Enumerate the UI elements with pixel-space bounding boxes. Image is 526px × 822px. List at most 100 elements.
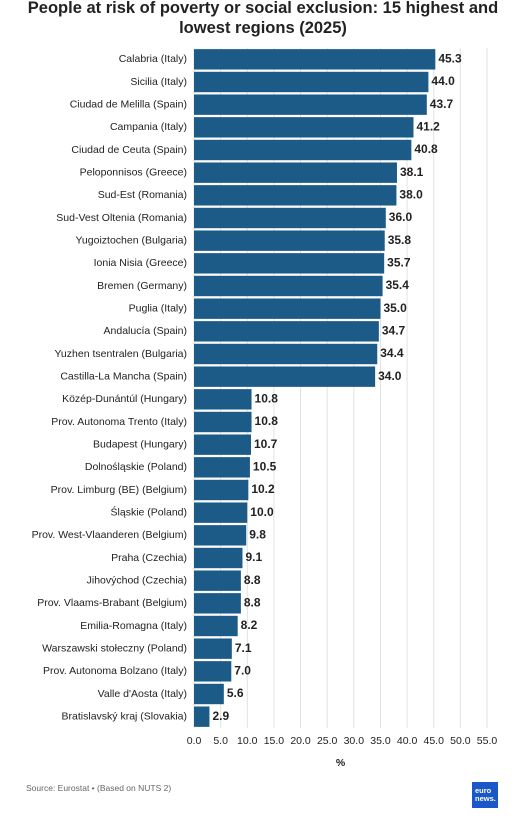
bar bbox=[194, 49, 436, 70]
bar bbox=[194, 479, 249, 501]
x-tick-label: 55.0 bbox=[477, 735, 498, 747]
bar bbox=[194, 343, 378, 365]
y-tick-label: Castilla-La Mancha (Spain) bbox=[60, 370, 187, 382]
y-tick-label: Ciudad de Melilla (Spain) bbox=[70, 98, 187, 110]
bar bbox=[194, 253, 385, 274]
x-tick-label: 25.0 bbox=[317, 735, 338, 747]
x-tick-label: 50.0 bbox=[450, 735, 471, 747]
value-label: 10.8 bbox=[255, 392, 279, 406]
y-tick-label: Śląskie (Poland) bbox=[111, 505, 187, 518]
bar bbox=[194, 706, 210, 727]
bar bbox=[194, 94, 427, 115]
value-label: 35.0 bbox=[383, 301, 407, 315]
value-label: 35.7 bbox=[387, 256, 411, 270]
x-tick-label: 0.0 bbox=[187, 735, 202, 747]
y-tick-label: Campania (Italy) bbox=[110, 121, 187, 133]
y-tick-label: Budapest (Hungary) bbox=[93, 438, 187, 450]
value-label: 38.1 bbox=[400, 165, 424, 179]
y-tick-label: Közép-Dunántúl (Hungary) bbox=[62, 393, 187, 405]
bar bbox=[194, 525, 247, 546]
x-tick-label: 35.0 bbox=[370, 735, 391, 747]
y-tick-label: Ciudad de Ceuta (Spain) bbox=[71, 144, 187, 156]
value-label: 10.2 bbox=[251, 482, 275, 496]
x-tick-label: 5.0 bbox=[213, 735, 228, 747]
y-tick-label: Prov. Autonoma Bolzano (Italy) bbox=[43, 665, 187, 677]
y-tick-label: Prov. Autonoma Trento (Italy) bbox=[51, 416, 187, 428]
value-label: 36.0 bbox=[389, 210, 413, 224]
value-label: 35.4 bbox=[386, 278, 410, 292]
bar bbox=[194, 230, 385, 251]
bar bbox=[194, 321, 379, 342]
y-tick-label: Yugoiztochen (Bulgaria) bbox=[76, 234, 188, 246]
bar bbox=[194, 275, 383, 297]
value-label: 38.0 bbox=[399, 188, 423, 202]
y-tick-label: Puglia (Italy) bbox=[129, 302, 187, 314]
value-label: 5.6 bbox=[227, 686, 244, 700]
source: Source: Eurostat • (Based on NUTS 2) bbox=[26, 783, 172, 793]
value-label: 34.7 bbox=[382, 324, 406, 338]
bar bbox=[194, 502, 248, 523]
bar bbox=[194, 570, 241, 591]
value-label: 35.8 bbox=[388, 233, 412, 247]
y-tick-label: Ionia Nisia (Greece) bbox=[94, 257, 187, 269]
bar bbox=[194, 661, 232, 682]
value-label: 40.8 bbox=[414, 142, 438, 156]
value-label: 45.3 bbox=[438, 52, 462, 66]
value-label: 43.7 bbox=[430, 97, 454, 111]
value-label: 34.0 bbox=[378, 369, 402, 383]
value-label: 8.2 bbox=[241, 618, 258, 632]
bar bbox=[194, 683, 224, 705]
value-label: 7.1 bbox=[235, 641, 252, 655]
bar bbox=[194, 298, 381, 319]
bar bbox=[194, 547, 243, 569]
bar bbox=[194, 207, 386, 229]
chart-title: People at risk of poverty or social excl… bbox=[27, 0, 499, 37]
bar bbox=[194, 411, 252, 433]
value-label: 10.0 bbox=[250, 505, 274, 519]
value-label: 10.8 bbox=[255, 414, 279, 428]
bar bbox=[194, 389, 252, 410]
bar bbox=[194, 638, 232, 659]
bar bbox=[194, 71, 429, 93]
bar bbox=[194, 185, 397, 206]
y-tick-label: Sud-Vest Oltenia (Romania) bbox=[56, 212, 187, 224]
y-tick-label: Prov. Vlaams-Brabant (Belgium) bbox=[37, 597, 187, 609]
y-tick-label: Dolnośląskie (Poland) bbox=[85, 461, 187, 473]
y-tick-label: Prov. Limburg (BE) (Belgium) bbox=[51, 484, 187, 496]
value-label: 8.8 bbox=[244, 573, 261, 587]
bar bbox=[194, 117, 414, 138]
y-tick-label: Warszawski stołeczny (Poland) bbox=[42, 642, 187, 654]
x-tick-label: 10.0 bbox=[237, 735, 258, 747]
y-tick-label: Andalucía (Spain) bbox=[104, 325, 187, 337]
bar bbox=[194, 366, 376, 387]
x-axis-label: % bbox=[336, 757, 346, 769]
value-label: 9.8 bbox=[249, 528, 266, 542]
x-tick-label: 40.0 bbox=[397, 735, 418, 747]
value-label: 2.9 bbox=[212, 709, 229, 723]
x-tick-label: 20.0 bbox=[290, 735, 311, 747]
y-tick-label: Bratislavský kraj (Slovakia) bbox=[62, 710, 187, 722]
bar bbox=[194, 162, 397, 183]
y-tick-label: Jihovýchod (Czechia) bbox=[87, 574, 187, 586]
y-tick-label: Bremen (Germany) bbox=[97, 280, 187, 292]
bar bbox=[194, 139, 412, 161]
bar bbox=[194, 593, 241, 614]
value-label: 10.7 bbox=[254, 437, 278, 451]
y-tick-label: Sud-Est (Romania) bbox=[98, 189, 187, 201]
bar bbox=[194, 615, 238, 637]
bar bbox=[194, 457, 250, 478]
x-tick-label: 15.0 bbox=[264, 735, 285, 747]
bar bbox=[194, 434, 252, 455]
logo: euro news. bbox=[472, 782, 498, 808]
chart: 0.0 5.0 10.0 15.0 20.0 25.0 30.0 35.0 40.0 45.0 50… bbox=[32, 48, 498, 769]
y-tick-label: Sicilia (Italy) bbox=[130, 76, 187, 88]
y-tick-label: Prov. West-Vlaanderen (Belgium) bbox=[32, 529, 187, 541]
x-tick-label: 45.0 bbox=[424, 735, 445, 747]
y-tick-label: Calabria (Italy) bbox=[119, 53, 187, 65]
y-tick-label: Peloponnisos (Greece) bbox=[80, 166, 187, 178]
value-label: 9.1 bbox=[245, 550, 262, 564]
value-label: 7.0 bbox=[234, 664, 251, 678]
y-tick-label: Emilia-Romagna (Italy) bbox=[80, 620, 187, 632]
value-label: 34.4 bbox=[380, 346, 404, 360]
